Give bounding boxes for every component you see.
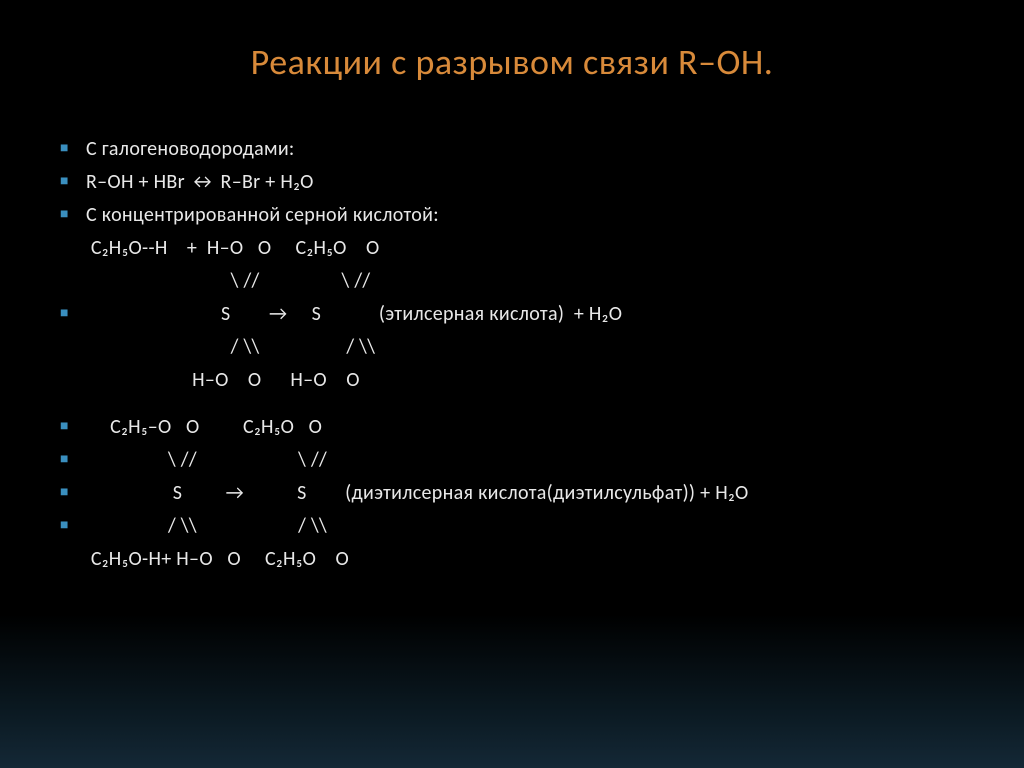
line-text: S → S (диэтилсерная кислота(диэтилсульфа… xyxy=(86,478,749,509)
bullet-icon: ■ xyxy=(60,167,86,195)
body-line: С₂H₅O--H + H–O O C₂H₅O O xyxy=(60,233,964,264)
line-text: R–OH + HBr ↔ R–Br + H₂O xyxy=(86,167,314,198)
body-line: ■ S → S (диэтилсерная кислота(диэтилсуль… xyxy=(60,478,964,509)
line-text: / \\ / \\ xyxy=(86,511,327,542)
body-line: ■ S → S (этилсерная кислота) + H₂O xyxy=(60,299,964,330)
body-line: ■С галогеноводородами: xyxy=(60,134,964,165)
bullet-icon: ■ xyxy=(60,445,86,473)
bullet-icon: ■ xyxy=(60,412,86,440)
body-line: C₂H₅O-H+ H–O O C₂H₅O O xyxy=(60,544,964,575)
body-line: ■ / \\ / \\ xyxy=(60,511,964,542)
bullet-icon: ■ xyxy=(60,511,86,539)
line-text: H–O O H–O O xyxy=(86,365,360,396)
line-text: S → S (этилсерная кислота) + H₂O xyxy=(86,299,622,330)
line-text: \ // \ // xyxy=(86,266,370,297)
line-text: С концентрированной серной кислотой: xyxy=(86,200,439,231)
blank-line xyxy=(60,398,964,412)
body-line: / \\ / \\ xyxy=(60,332,964,363)
body-line: ■С концентрированной серной кислотой: xyxy=(60,200,964,231)
body-line: ■ \ // \ // xyxy=(60,445,964,476)
line-text: C₂H₅O-H+ H–O O C₂H₅O O xyxy=(86,544,349,575)
body-line: ■ C₂H₅–O O C₂H₅O O xyxy=(60,412,964,443)
bullet-icon: ■ xyxy=(60,478,86,506)
line-text: С галогеноводородами: xyxy=(86,134,295,165)
line-text: C₂H₅–O O C₂H₅O O xyxy=(86,412,322,443)
body-line: ■R–OH + HBr ↔ R–Br + H₂O xyxy=(60,167,964,198)
bullet-icon: ■ xyxy=(60,200,86,228)
bullet-icon: ■ xyxy=(60,299,86,327)
line-text: / \\ / \\ xyxy=(86,332,375,363)
bullet-icon: ■ xyxy=(60,134,86,162)
line-text: \ // \ // xyxy=(86,445,327,476)
slide-title: Реакции с разрывом связи R–OH. xyxy=(60,40,964,84)
line-text: С₂H₅O--H + H–O O C₂H₅O O xyxy=(86,233,380,264)
slide: Реакции с разрывом связи R–OH. ■С галоге… xyxy=(0,0,1024,768)
slide-body: ■С галогеноводородами:■R–OH + HBr ↔ R–Br… xyxy=(60,134,964,575)
body-line: \ // \ // xyxy=(60,266,964,297)
body-line: H–O O H–O O xyxy=(60,365,964,396)
